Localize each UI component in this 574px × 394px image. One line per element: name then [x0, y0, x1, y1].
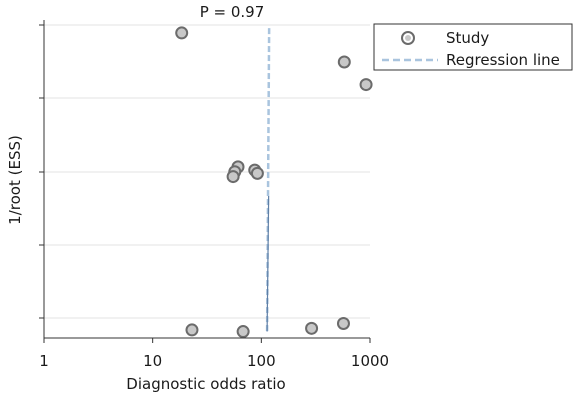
y-axis-label: 1/root (ESS) [6, 135, 24, 225]
study-point-11 [336, 316, 350, 330]
x-tick-label-1: 10 [143, 352, 162, 370]
y-ticks [39, 24, 44, 319]
x-ticks: 1 10 100 1000 [39, 338, 389, 370]
study-points [175, 26, 373, 339]
x-axis-label: Diagnostic odds ratio [126, 375, 285, 393]
legend-study-marker [401, 31, 415, 45]
x-tick-label-2: 100 [247, 352, 276, 370]
legend: Study Regression line [373, 23, 573, 71]
study-point-2 [359, 78, 373, 92]
gridlines [44, 24, 370, 319]
study-point-8 [185, 323, 199, 337]
study-point-0 [175, 26, 189, 40]
chart-title: P = 0.97 [200, 3, 265, 21]
study-point-5 [226, 170, 240, 184]
legend-study-label: Study [446, 29, 489, 47]
regression-line-core [266, 195, 270, 332]
study-point-10 [305, 321, 319, 335]
x-tick-label-0: 1 [39, 352, 49, 370]
regression-line [265, 28, 271, 332]
study-point-9 [236, 325, 250, 339]
x-tick-label-3: 1000 [351, 352, 389, 370]
study-point-1 [337, 55, 351, 69]
legend-study-marker-inner [405, 35, 411, 41]
study-point-7 [250, 166, 264, 180]
legend-regression-label: Regression line [446, 51, 560, 69]
